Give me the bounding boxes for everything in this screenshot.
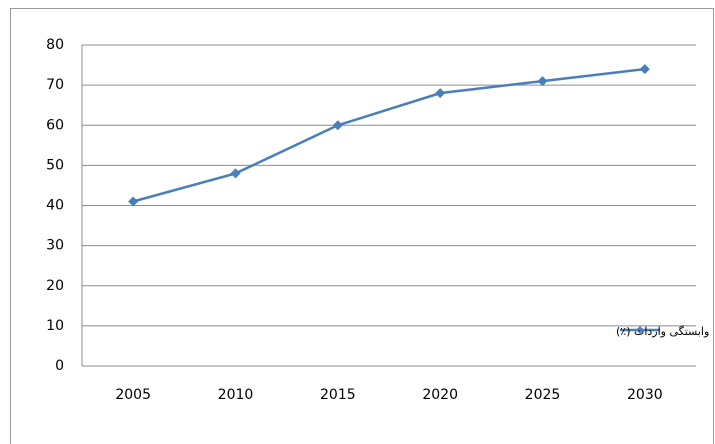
y-tick-label: 0 <box>55 358 64 374</box>
x-tick-label: 2010 <box>218 387 254 403</box>
point-marker <box>128 196 139 207</box>
y-tick-label: 80 <box>46 37 64 53</box>
y-tick-label: 70 <box>46 77 64 93</box>
y-tick-label: 30 <box>46 238 64 254</box>
x-tick-label: 2025 <box>525 387 561 403</box>
y-tick-label: 60 <box>46 117 64 133</box>
legend-marker <box>636 326 644 334</box>
chart-frame <box>10 8 714 444</box>
y-tick-label: 10 <box>46 318 64 334</box>
point-marker <box>230 168 241 179</box>
point-marker <box>639 64 650 75</box>
y-tick-label: 20 <box>46 278 64 294</box>
x-tick-label: 2005 <box>115 387 151 403</box>
legend-label: وابستگی واردات (٪) <box>616 325 709 338</box>
y-tick-label: 40 <box>46 198 64 214</box>
y-tick-label: 50 <box>46 157 64 173</box>
point-marker <box>332 120 343 131</box>
x-tick-label: 2030 <box>627 387 663 403</box>
x-tick-label: 2015 <box>320 387 356 403</box>
point-marker <box>435 88 446 99</box>
x-tick-label: 2020 <box>422 387 458 403</box>
point-marker <box>537 76 548 87</box>
series-line <box>132 67 645 203</box>
